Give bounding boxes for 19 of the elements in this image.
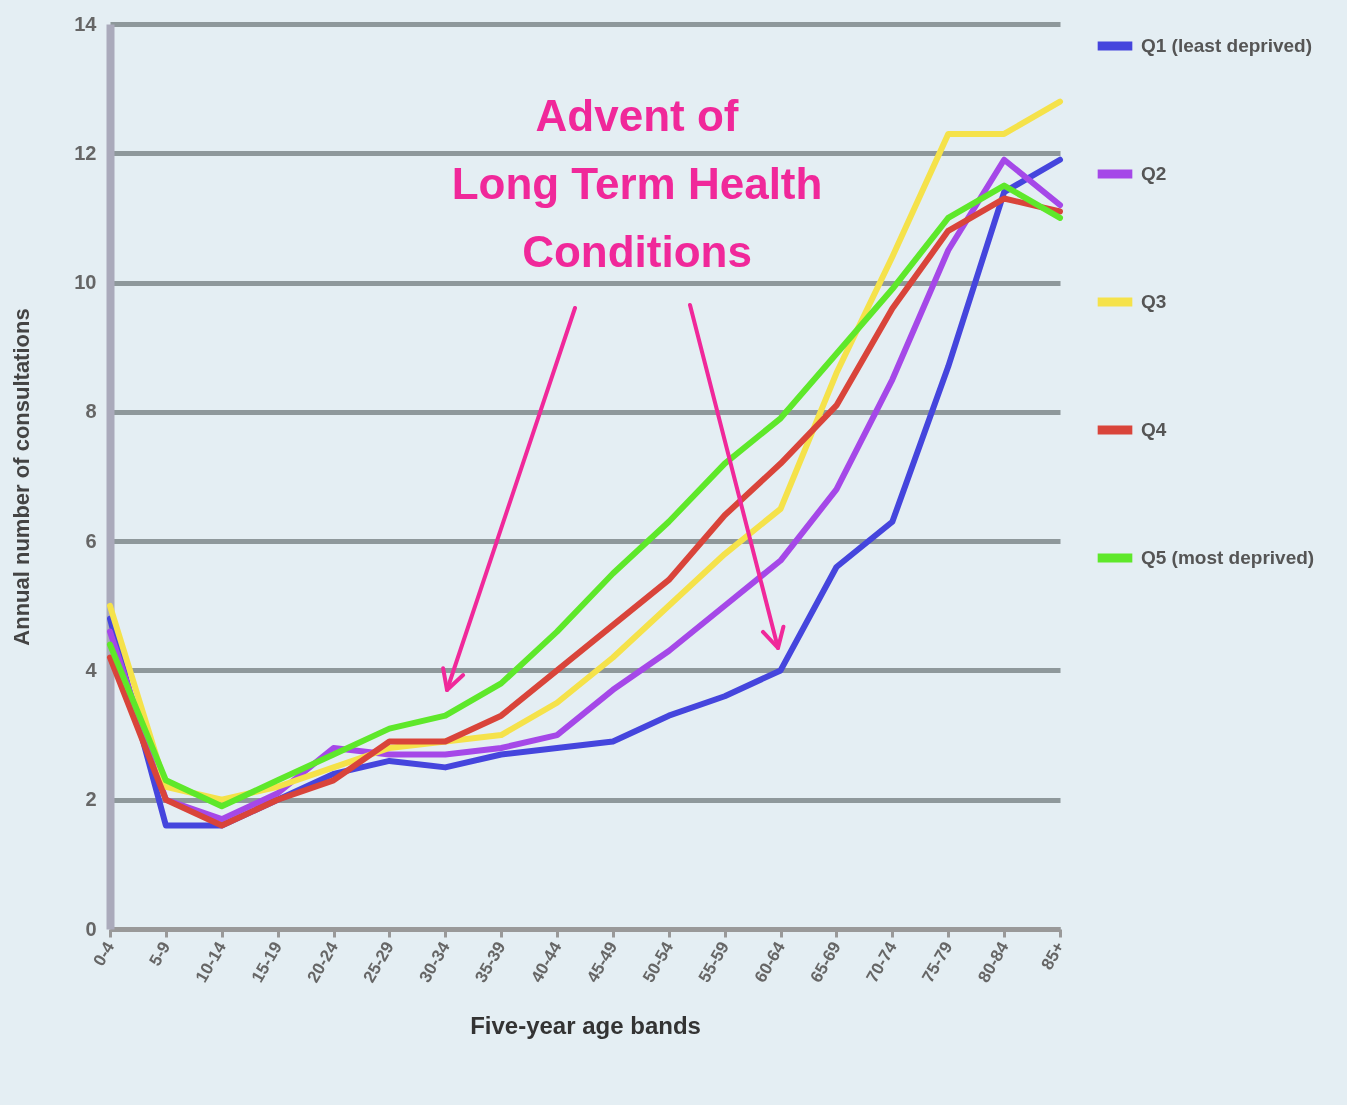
annotation: Advent of Long Term Health Conditions xyxy=(451,91,823,276)
legend-label: Q1 (least deprived) xyxy=(1141,35,1313,56)
y-tick-label: 2 xyxy=(85,788,97,811)
y-tick-label: 0 xyxy=(85,917,97,940)
y-tick-label: 4 xyxy=(85,658,98,681)
x-tick-label: 0-4 xyxy=(89,938,119,970)
legend-label: Q4 xyxy=(1141,419,1167,440)
y-axis-title: Annual number of consultations xyxy=(9,308,35,646)
y-tick-label: 8 xyxy=(85,400,97,423)
x-axis-title: Five-year age bands xyxy=(470,1012,701,1040)
legend-label: Q3 xyxy=(1141,291,1167,312)
y-tick-label: 14 xyxy=(74,12,98,35)
x-tick-label: 5-9 xyxy=(145,938,175,970)
y-tick-label: 6 xyxy=(85,529,97,552)
legend-label: Q5 (most deprived) xyxy=(1141,547,1315,568)
y-tick-label: 12 xyxy=(74,141,97,164)
legend-label: Q2 xyxy=(1141,163,1167,184)
y-tick-label: 10 xyxy=(74,271,97,294)
x-tick-label: 85+ xyxy=(1037,938,1069,973)
